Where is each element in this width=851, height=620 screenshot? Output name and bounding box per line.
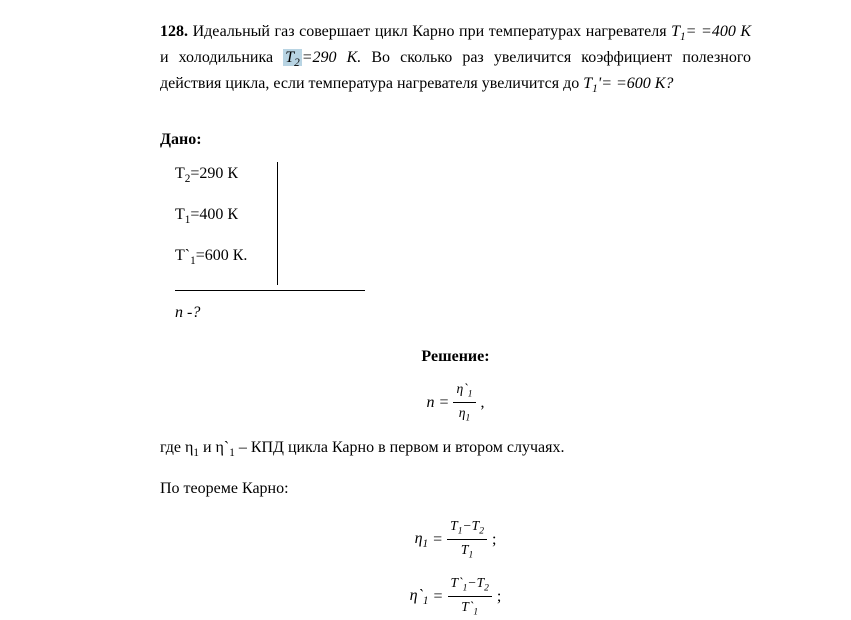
fraction-1: η`1 η1	[453, 379, 475, 426]
problem-number: 128.	[160, 23, 188, 40]
formula-eta1-prime: η`1 = T`1−T2 T`1 ;	[160, 573, 751, 620]
fraction-2: T1−T2 T1	[447, 516, 487, 563]
problem-text-5: =600 К?	[616, 75, 673, 92]
t1-var: T	[671, 23, 680, 40]
formula-n: n = η`1 η1 ,	[160, 379, 751, 426]
given-section: Дано: T2=290 К T1=400 К T`1=600 К. n -?	[160, 128, 751, 325]
theorem-text: По теореме Карно:	[160, 477, 751, 501]
t2-highlight: T2	[283, 49, 302, 66]
fraction-3: T`1−T2 T`1	[448, 573, 492, 620]
t1-eq: =	[686, 23, 697, 40]
t2-after: =290 К.	[302, 49, 362, 66]
problem-text-1: Идеальный газ совершает цикл Карно при т…	[193, 23, 672, 40]
formula-eta1: η1 = T1−T2 T1 ;	[160, 516, 751, 563]
given-t1p: T`1=600 К.	[175, 244, 247, 270]
explanation: где η1 и η`1 – КПД цикла Карно в первом …	[160, 436, 751, 462]
given-t2: T2=290 К	[175, 162, 247, 188]
solution-title: Решение:	[160, 345, 751, 369]
given-t1: T1=400 К	[175, 203, 247, 229]
problem-statement: 128. Идеальный газ совершает цикл Карно …	[160, 20, 751, 98]
problem-text-2: =400 К	[701, 23, 751, 40]
t1p-prime: '=	[598, 75, 612, 92]
question-mark: n -?	[175, 301, 751, 325]
given-values: T2=290 К T1=400 К T`1=600 К.	[175, 162, 278, 285]
problem-text-3: и холодильника	[160, 49, 283, 66]
t1p-var: T	[583, 75, 592, 92]
divider-line	[175, 290, 365, 292]
given-title: Дано:	[160, 128, 751, 152]
